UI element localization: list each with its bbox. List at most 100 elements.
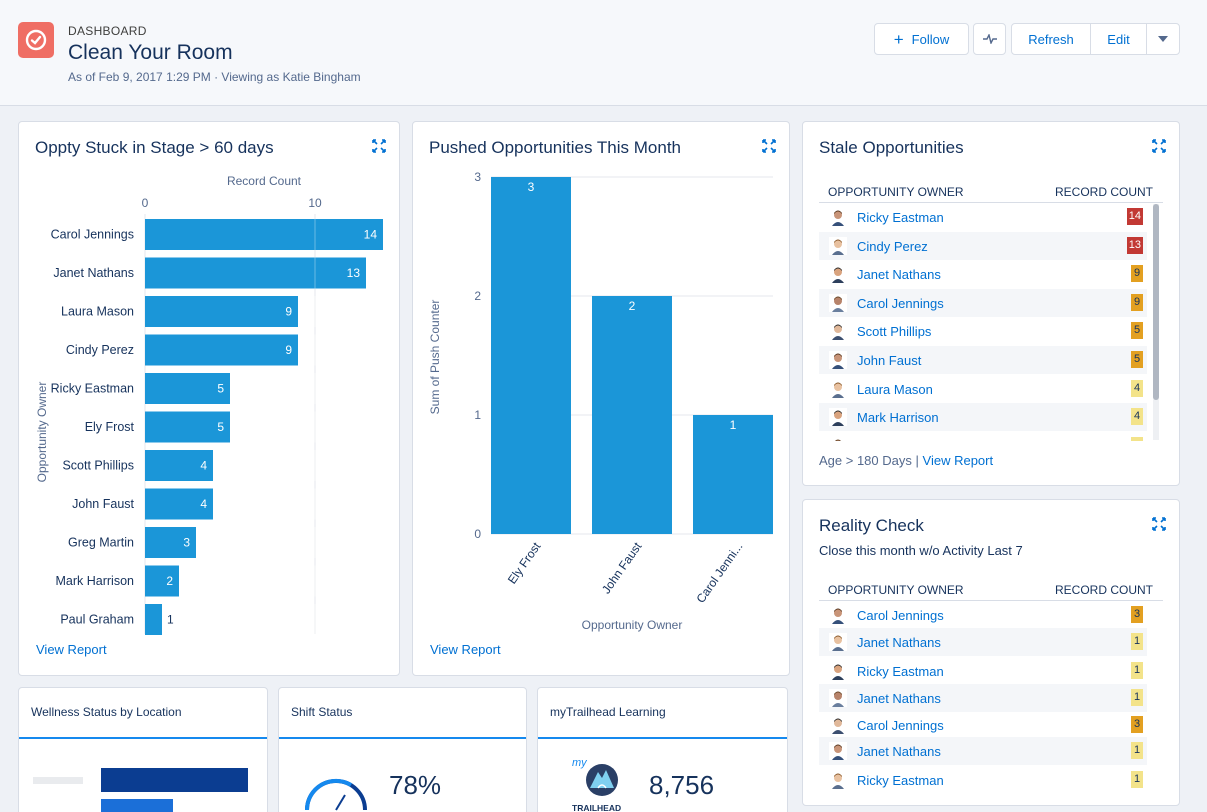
- card-accent-line: [538, 737, 787, 739]
- avatar: [829, 606, 847, 624]
- owner-link[interactable]: Ricky Eastman: [857, 664, 944, 679]
- record-count-badge: [1131, 436, 1143, 441]
- reality-table-body[interactable]: Carol Jennings 3 Janet Nathans 1 Ricky Eastm…: [803, 601, 1181, 801]
- expand-icon[interactable]: [1152, 139, 1166, 153]
- logo-text: TRAILHEAD: [572, 803, 621, 812]
- plus-icon: +: [893, 29, 904, 49]
- trailhead-logo-icon: my TRAILHEAD: [572, 757, 621, 812]
- table-row[interactable]: Janet Nathans 1: [819, 628, 1147, 656]
- owner-link[interactable]: Mark Harrison: [857, 410, 939, 426]
- table-row[interactable]: Carol Jennings 3: [819, 711, 1147, 739]
- table-row[interactable]: Cindy Perez 13: [819, 231, 1147, 260]
- shift-status-card: Shift Status 78%: [278, 687, 527, 812]
- col-owner-header: OPPORTUNITY OWNER: [828, 185, 964, 199]
- chart-bar: [101, 768, 248, 792]
- card-title: Shift Status: [291, 705, 353, 719]
- owner-link[interactable]: Laura Mason: [857, 381, 933, 397]
- y-tick-label: Scott Phillips: [62, 459, 134, 473]
- table-row[interactable]: Janet Nathans 9: [819, 260, 1147, 288]
- chart-bar[interactable]: [145, 565, 179, 597]
- owner-link[interactable]: Janet Nathans: [857, 635, 941, 650]
- x-tick-label: Ely Frost: [505, 539, 544, 586]
- chart-bar[interactable]: [145, 488, 213, 520]
- owner-link[interactable]: Ricky Eastman: [857, 773, 944, 788]
- record-count-badge: 3: [1131, 716, 1143, 733]
- expand-icon[interactable]: [372, 139, 386, 153]
- col-owner-header: OPPORTUNITY OWNER: [828, 583, 964, 597]
- y-tick-label: Mark Harrison: [56, 574, 135, 588]
- x-axis-title: Opportunity Owner: [582, 618, 683, 632]
- x-tick-label: 10: [308, 196, 322, 210]
- x-tick-label: John Faust: [599, 539, 645, 596]
- view-report-link[interactable]: View Report: [36, 642, 107, 657]
- owner-link[interactable]: John Faust: [857, 353, 922, 368]
- expand-icon[interactable]: [1152, 517, 1166, 531]
- data-label: 3: [528, 180, 535, 194]
- y-tick-label: Ricky Eastman: [51, 382, 134, 396]
- pulse-button[interactable]: [973, 23, 1006, 55]
- data-label: 4: [200, 497, 207, 511]
- y-axis-title: Opportunity Owner: [35, 382, 49, 483]
- table-row[interactable]: Mark Harrison 4: [819, 403, 1147, 432]
- table-row[interactable]: Carol Jennings 3: [819, 601, 1147, 629]
- table-row[interactable]: Ricky Eastman 14: [819, 203, 1147, 231]
- y-tick-label: 1: [474, 408, 481, 422]
- table-row[interactable]: Janet Nathans 1: [819, 737, 1147, 765]
- chart-bar[interactable]: [145, 373, 230, 404]
- more-actions-button[interactable]: [1146, 23, 1180, 55]
- owner-link[interactable]: Janet Nathans: [857, 744, 941, 759]
- card-accent-line: [279, 737, 526, 739]
- expand-icon[interactable]: [762, 139, 776, 153]
- chart-bar[interactable]: [145, 411, 230, 443]
- owner-link[interactable]: Scott Phillips: [857, 324, 932, 340]
- owner-link[interactable]: Carol Jennings: [857, 295, 944, 311]
- chart-bar[interactable]: [145, 527, 196, 558]
- edit-button[interactable]: Edit: [1090, 23, 1147, 55]
- chart-bar[interactable]: [145, 604, 162, 635]
- stale-table-body[interactable]: Ricky Eastman 14 Cindy Perez 13 Janet Nathan…: [803, 203, 1181, 441]
- data-label: 14: [364, 228, 378, 242]
- card-title: Pushed Opportunities This Month: [429, 138, 681, 157]
- chart-bar[interactable]: [145, 296, 298, 327]
- owner-link[interactable]: Carol Jennings: [857, 608, 944, 623]
- owner-link[interactable]: Carol Jennings: [857, 718, 944, 733]
- chart-bar[interactable]: [145, 257, 366, 289]
- dashboard-header: DASHBOARD Clean Your Room As of Feb 9, 2…: [0, 0, 1207, 106]
- table-row[interactable]: Ely Frost: [819, 432, 1147, 441]
- y-tick-label: Cindy Perez: [66, 343, 134, 357]
- chart-bar[interactable]: [592, 296, 672, 534]
- chart-bar[interactable]: [145, 219, 383, 250]
- chart-bar[interactable]: [145, 334, 298, 366]
- chart-bar[interactable]: [693, 415, 773, 534]
- table-row[interactable]: Carol Jennings 9: [819, 288, 1147, 317]
- table-row[interactable]: Laura Mason 4: [819, 375, 1147, 403]
- y-tick-label: Laura Mason: [61, 305, 134, 319]
- scrollbar-thumb[interactable]: [1153, 204, 1159, 400]
- owner-link[interactable]: Ely Frost: [857, 439, 908, 441]
- chart-bar[interactable]: [491, 177, 571, 534]
- y-axis-title: Sum of Push Counter: [428, 300, 442, 415]
- page-subtitle: As of Feb 9, 2017 1:29 PM · Viewing as K…: [68, 70, 361, 84]
- table-row[interactable]: Scott Phillips 5: [819, 317, 1147, 345]
- chart-bar[interactable]: [145, 450, 213, 481]
- view-report-link[interactable]: View Report: [922, 453, 994, 468]
- table-row[interactable]: Ricky Eastman 1: [819, 657, 1147, 685]
- avatar: [829, 436, 847, 441]
- table-row[interactable]: Janet Nathans 1: [819, 684, 1147, 712]
- refresh-button[interactable]: Refresh: [1011, 23, 1091, 55]
- avatar: [829, 771, 847, 789]
- avatar: [829, 742, 847, 760]
- table-row[interactable]: Ricky Eastman 1: [819, 766, 1147, 794]
- data-label: 2: [629, 299, 636, 313]
- owner-link[interactable]: Cindy Perez: [857, 238, 928, 254]
- data-label: 13: [347, 266, 361, 280]
- follow-button[interactable]: + Follow: [874, 23, 969, 55]
- table-row[interactable]: John Faust 5: [819, 346, 1147, 374]
- owner-link[interactable]: Ricky Eastman: [857, 210, 944, 225]
- data-label: 5: [217, 420, 224, 434]
- owner-link[interactable]: Janet Nathans: [857, 267, 941, 283]
- view-report-link[interactable]: View Report: [430, 642, 501, 657]
- y-tick-label: 2: [474, 289, 481, 303]
- record-count-badge: 1: [1131, 742, 1143, 759]
- owner-link[interactable]: Janet Nathans: [857, 691, 941, 706]
